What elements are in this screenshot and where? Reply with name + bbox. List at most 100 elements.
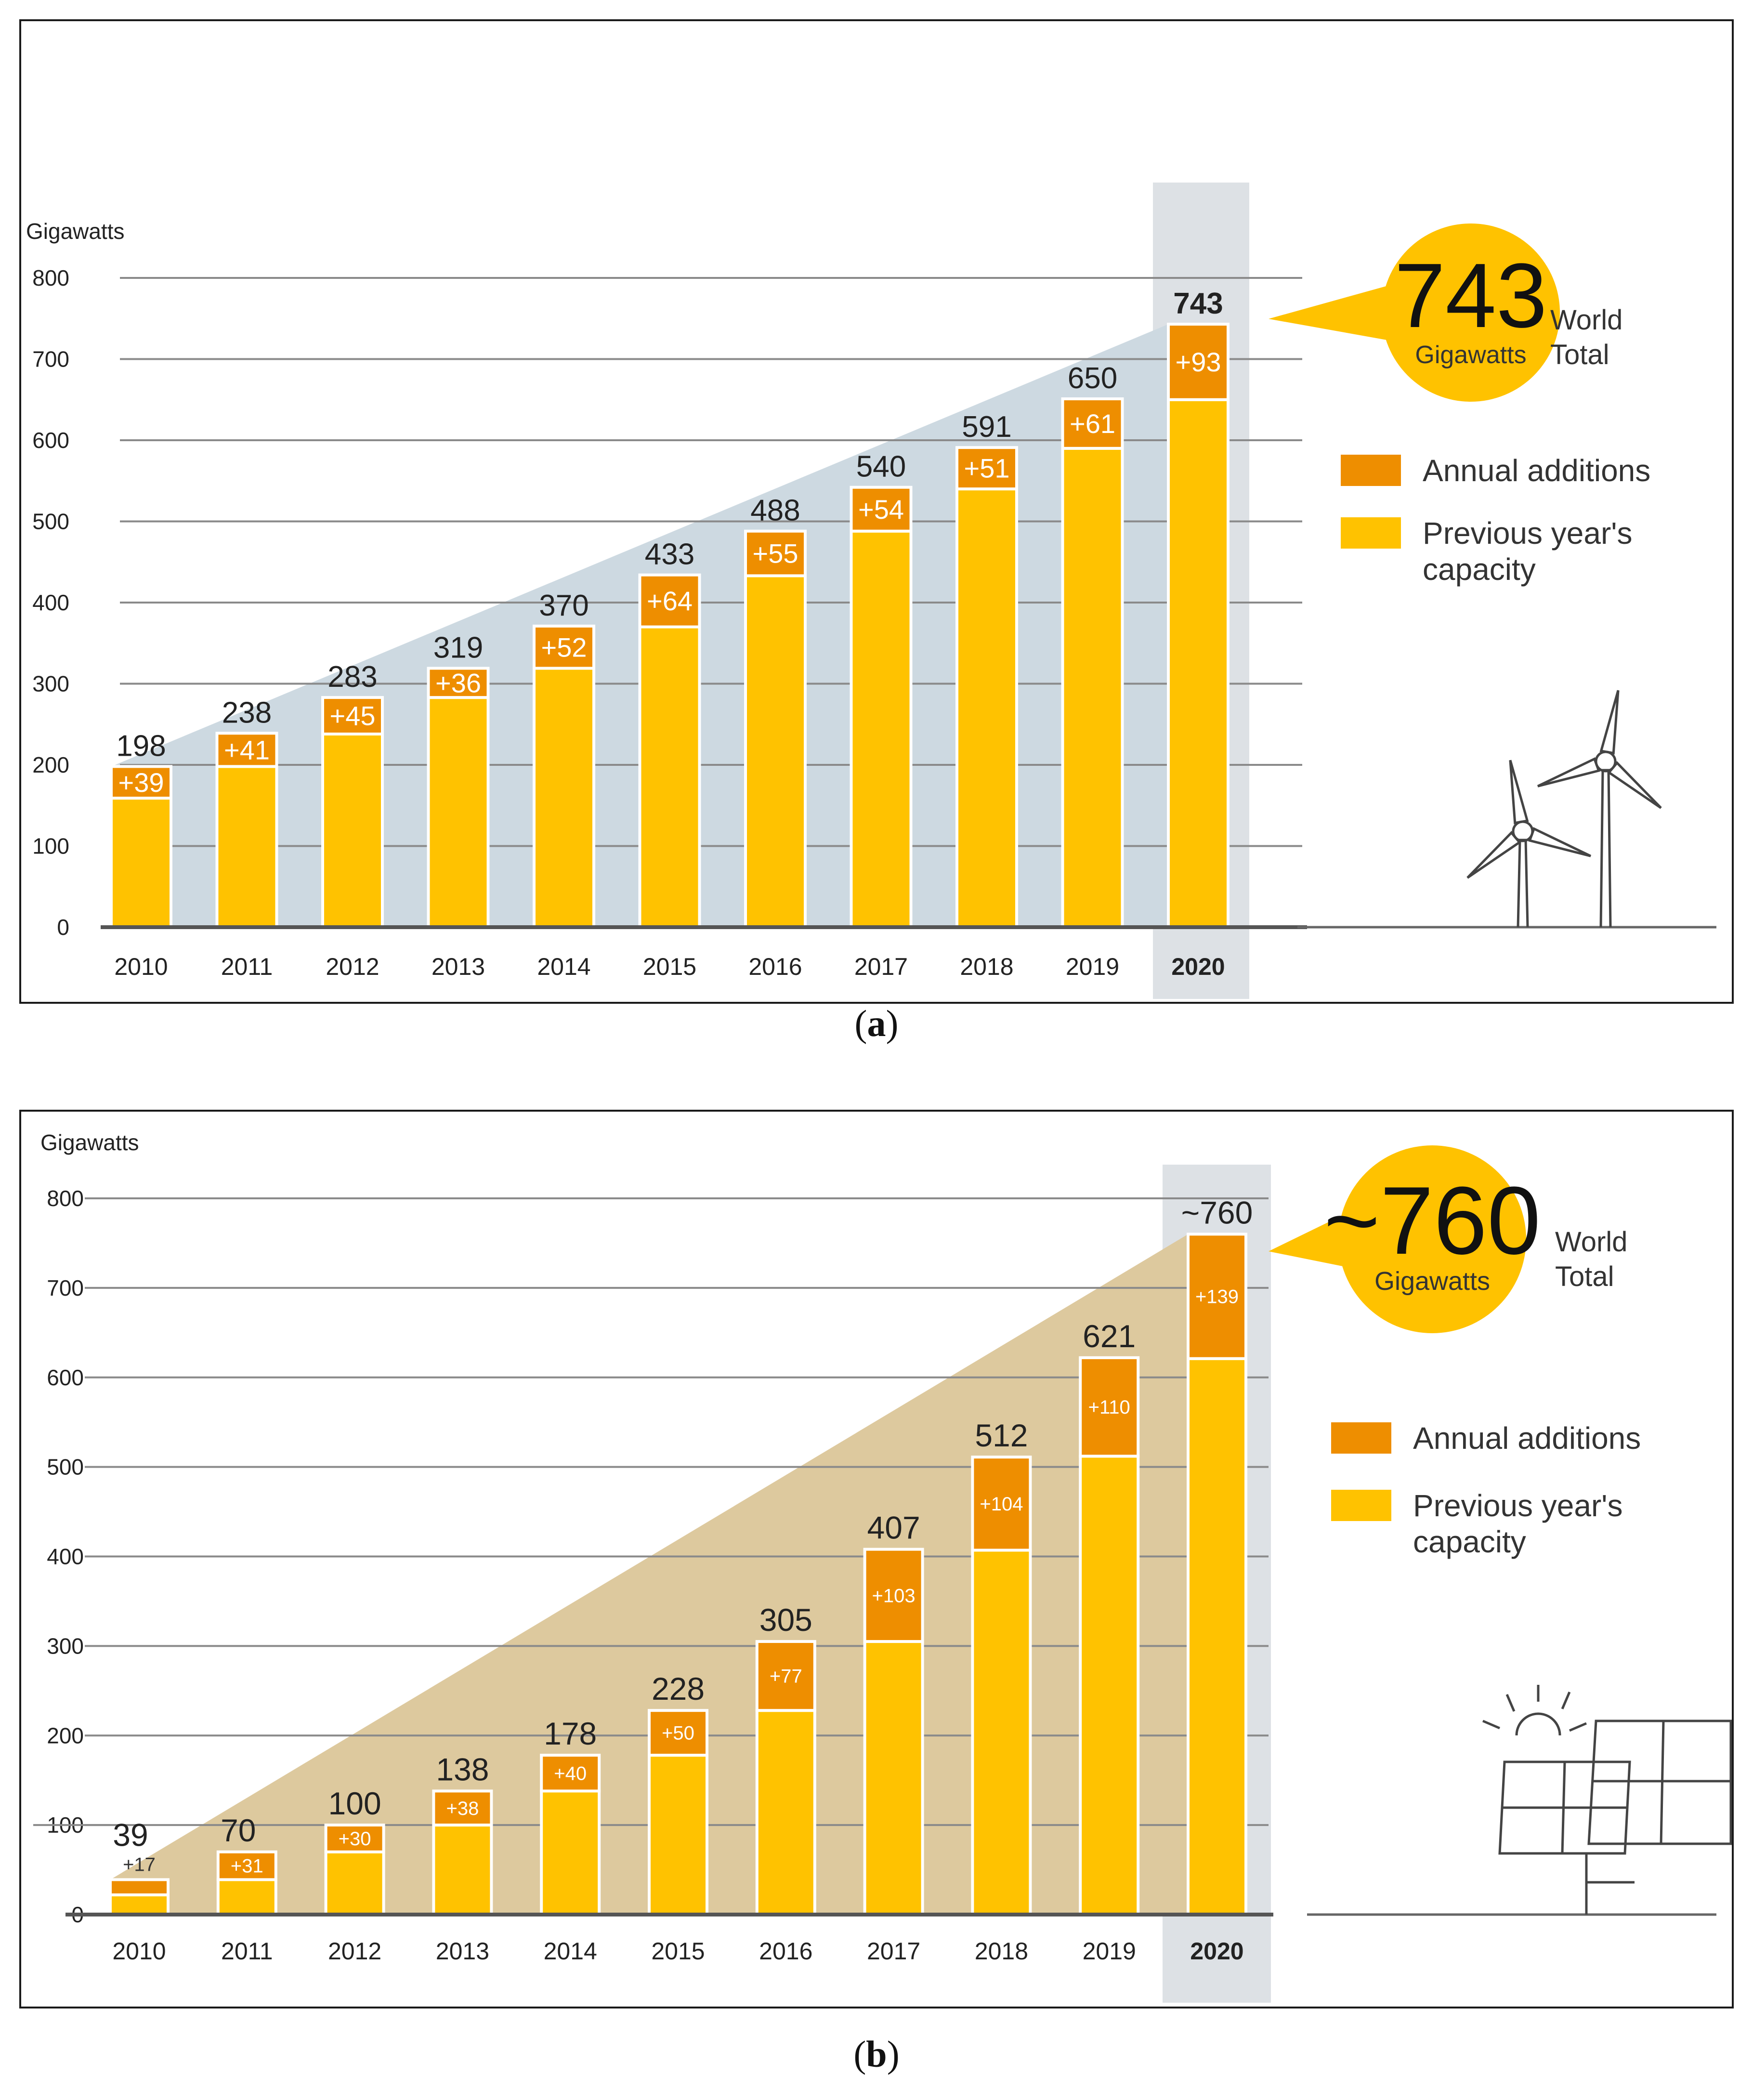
bar-previous-capacity	[324, 1850, 385, 1916]
bar-previous-capacity	[1061, 446, 1124, 929]
x-tick-label: 2020	[1171, 953, 1225, 980]
addition-label: +93	[1176, 347, 1221, 377]
callout-bubble	[1382, 223, 1560, 402]
caption-b-letter: b	[866, 2033, 887, 2075]
y-tick-label: 600	[47, 1365, 84, 1390]
x-tick-label: 2017	[854, 953, 908, 980]
x-tick-label: 2018	[960, 953, 1013, 980]
y-tick-label: 200	[32, 752, 69, 777]
bar-annual-addition	[109, 1878, 170, 1897]
x-tick-label: 2011	[221, 953, 273, 980]
callout-unit: Gigawatts	[1415, 341, 1526, 369]
y-tick-label: 300	[47, 1633, 84, 1658]
callout-pointer	[1269, 1210, 1353, 1268]
y-tick-label: 800	[32, 265, 69, 290]
addition-label: +17	[123, 1854, 156, 1876]
callout-bubble	[1338, 1145, 1526, 1333]
legend-label-previous-2: capacity	[1413, 1524, 1526, 1559]
callout-value: 743	[1394, 245, 1547, 347]
chart-panel-b: 0100200300400500600700800Gigawatts+17392…	[19, 1110, 1734, 2008]
bar-annual-addition	[863, 1548, 924, 1643]
callout-value: ~760	[1324, 1167, 1541, 1274]
bar-previous-capacity	[850, 529, 913, 929]
bar-previous-capacity	[321, 732, 384, 929]
bar-annual-addition	[955, 446, 1018, 491]
x-tick-label: 2010	[114, 953, 168, 980]
bar-annual-addition	[1079, 1356, 1140, 1458]
total-label: 138	[436, 1751, 489, 1787]
y-tick-label: 300	[32, 671, 69, 696]
bar-previous-capacity	[216, 1878, 277, 1916]
bar-previous-capacity	[432, 1824, 493, 1916]
bar-previous-capacity	[215, 765, 278, 929]
y-axis-label: Gigawatts	[26, 219, 125, 244]
bar-annual-addition	[1061, 397, 1124, 450]
x-tick-label: 2012	[326, 953, 379, 980]
y-tick-label: 500	[32, 509, 69, 534]
total-label: 488	[750, 494, 800, 527]
bar-annual-addition	[638, 573, 701, 629]
total-label: 283	[327, 660, 377, 694]
solar-panel-front-icon	[1587, 1719, 1732, 1845]
x-tick-label: 2015	[643, 953, 696, 980]
bar-annual-addition	[216, 1850, 277, 1881]
turbine-blade-icon	[1509, 760, 1529, 825]
turbine-blade-icon	[1599, 690, 1620, 755]
bar-previous-capacity	[971, 1549, 1032, 1916]
x-tick-label: 2014	[544, 1938, 597, 1965]
bar-previous-capacity	[755, 1709, 816, 1916]
y-tick-label: 100	[32, 834, 69, 859]
x-tick-label: 2020	[1190, 1938, 1243, 1965]
legend-swatch-previous	[1331, 1490, 1391, 1521]
solar-panel-back-icon	[1498, 1760, 1631, 1855]
solar-panels-illustration	[1482, 1685, 1732, 1915]
legend-label-previous-2: capacity	[1423, 552, 1536, 587]
addition-label: +40	[554, 1763, 587, 1784]
sun-ray-icon	[1569, 1722, 1587, 1732]
addition-label: +104	[980, 1494, 1023, 1515]
bar-previous-capacity	[427, 696, 490, 929]
addition-label: +77	[770, 1666, 802, 1687]
y-tick-label: 800	[47, 1186, 84, 1211]
bar-previous-capacity	[744, 574, 807, 929]
addition-label: +64	[647, 586, 693, 616]
legend-label-additions: Annual additions	[1423, 453, 1650, 488]
total-label-side: Total	[1555, 1261, 1614, 1292]
addition-label: +139	[1195, 1286, 1239, 1308]
addition-label: +61	[1070, 408, 1115, 439]
total-label: 319	[433, 631, 483, 664]
total-label: 228	[652, 1671, 705, 1706]
bar-annual-addition	[1187, 1233, 1247, 1360]
addition-label: +45	[330, 701, 376, 731]
total-label: 621	[1083, 1318, 1136, 1354]
bar-previous-capacity	[638, 625, 701, 929]
callout-pointer	[1269, 284, 1395, 341]
bar-previous-capacity	[1167, 398, 1230, 929]
sun-ray-icon	[1482, 1719, 1500, 1730]
y-tick-label: 700	[47, 1275, 84, 1300]
bar-previous-capacity	[109, 1893, 170, 1916]
x-tick-label: 2013	[436, 1938, 489, 1965]
y-tick-label: 400	[32, 590, 69, 615]
turbine-blade-icon	[1466, 831, 1521, 879]
addition-label: +103	[872, 1585, 916, 1606]
chart-b-canvas: 0100200300400500600700800Gigawatts+17392…	[33, 1130, 1732, 2003]
legend-swatch-previous	[1341, 517, 1401, 549]
total-label: 591	[962, 410, 1011, 444]
wind-turbines-illustration	[1466, 690, 1662, 928]
turbine-blade-icon	[1528, 827, 1592, 857]
bar-annual-addition	[321, 696, 384, 735]
legend-label-previous: Previous year's	[1413, 1488, 1623, 1523]
total-label: ~760	[1181, 1194, 1253, 1230]
bar-annual-addition	[427, 667, 490, 699]
addition-label: +36	[435, 668, 481, 698]
legend-label-previous: Previous year's	[1423, 516, 1633, 551]
sun-ray-icon	[1561, 1692, 1571, 1709]
x-tick-label: 2016	[759, 1938, 812, 1965]
x-tick-label: 2015	[651, 1938, 705, 1965]
bar-annual-addition	[324, 1824, 385, 1853]
bar-annual-addition	[850, 486, 913, 533]
addition-label: +110	[1088, 1397, 1130, 1418]
addition-label: +41	[224, 735, 270, 765]
world-label: World	[1555, 1226, 1627, 1258]
